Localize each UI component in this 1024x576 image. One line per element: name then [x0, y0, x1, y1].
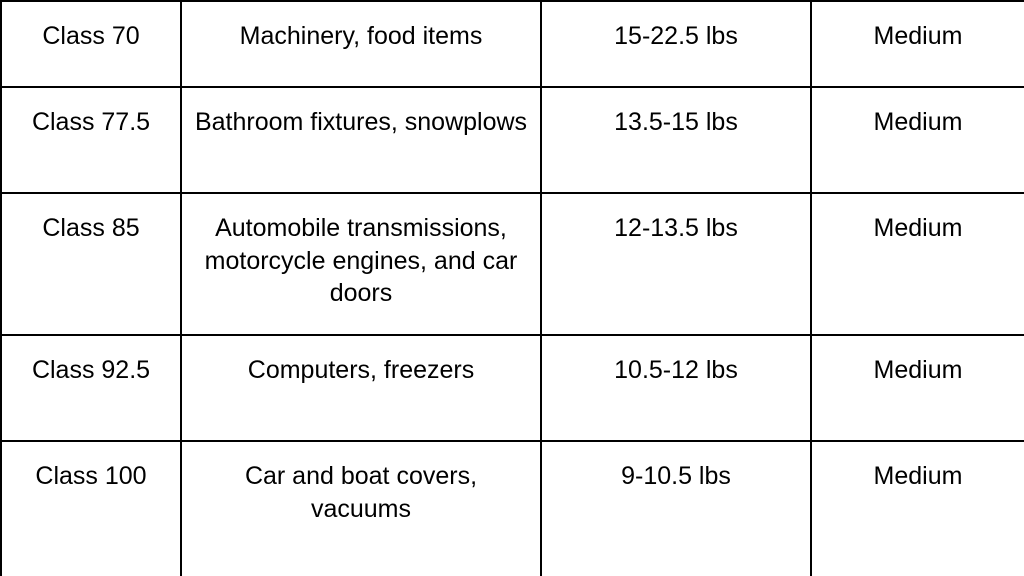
table-row: Class 92.5 Computers, freezers 10.5-12 l… [1, 335, 1024, 441]
cell-value: Medium [811, 87, 1024, 193]
cell-class: Class 77.5 [1, 87, 181, 193]
cell-class: Class 92.5 [1, 335, 181, 441]
cell-desc: Car and boat covers, vacuums [181, 441, 541, 576]
cell-value: Medium [811, 335, 1024, 441]
cell-weight: 9-10.5 lbs [541, 441, 811, 576]
cell-value: Medium [811, 193, 1024, 335]
cell-value: Medium [811, 1, 1024, 87]
cell-desc: Machinery, food items [181, 1, 541, 87]
freight-class-table: Class 70 Machinery, food items 15-22.5 l… [0, 0, 1024, 576]
table-row: Class 85 Automobile transmissions, motor… [1, 193, 1024, 335]
table-row: Class 77.5 Bathroom fixtures, snowplows … [1, 87, 1024, 193]
cell-weight: 10.5-12 lbs [541, 335, 811, 441]
cell-class: Class 100 [1, 441, 181, 576]
cell-desc: Automobile transmissions, motorcycle eng… [181, 193, 541, 335]
cell-weight: 12-13.5 lbs [541, 193, 811, 335]
table-row: Class 70 Machinery, food items 15-22.5 l… [1, 1, 1024, 87]
cell-desc: Computers, freezers [181, 335, 541, 441]
cell-value: Medium [811, 441, 1024, 576]
cell-weight: 15-22.5 lbs [541, 1, 811, 87]
cell-class: Class 70 [1, 1, 181, 87]
cell-weight: 13.5-15 lbs [541, 87, 811, 193]
cell-class: Class 85 [1, 193, 181, 335]
cell-desc: Bathroom fixtures, snowplows [181, 87, 541, 193]
table-row: Class 100 Car and boat covers, vacuums 9… [1, 441, 1024, 576]
